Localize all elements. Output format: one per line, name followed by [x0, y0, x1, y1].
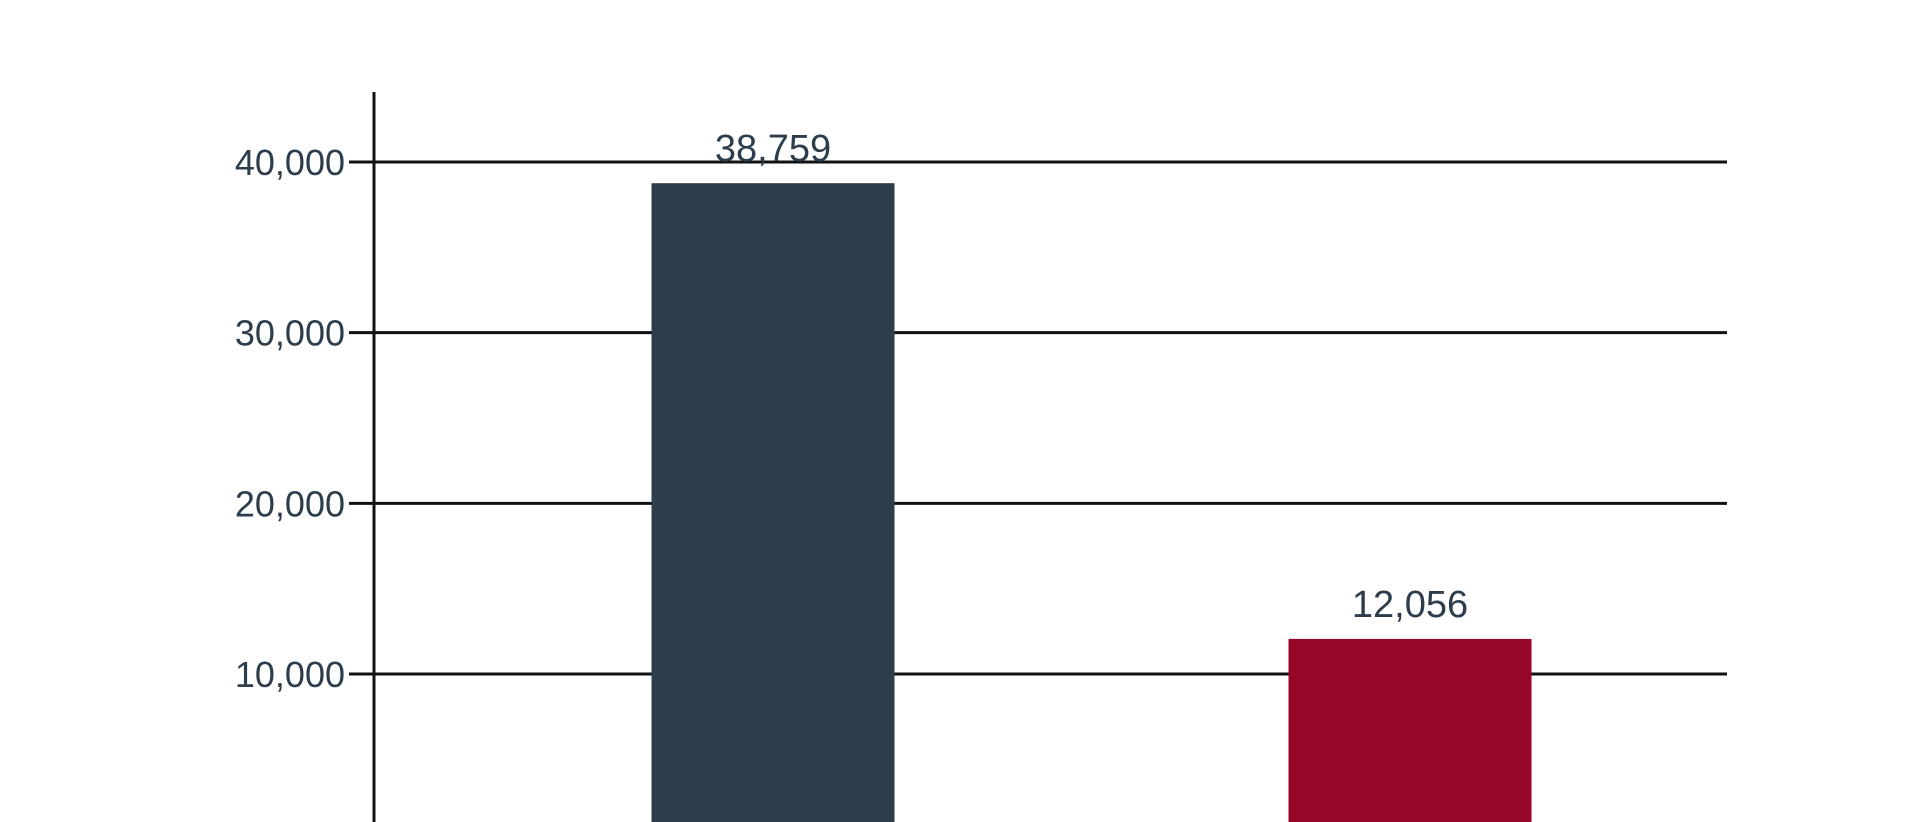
bar — [651, 183, 895, 822]
grid-lines — [374, 160, 1727, 676]
data-labels: 38,759 12,056 — [715, 128, 1468, 626]
y-tick-label: 40,000 — [235, 142, 345, 183]
y-axis: 10,000 20,000 30,000 40,000 — [235, 92, 376, 822]
bar — [1288, 638, 1532, 822]
bar-value-label: 38,759 — [715, 128, 831, 170]
y-tick-label: 30,000 — [235, 313, 345, 354]
y-tick-label: 10,000 — [235, 654, 345, 695]
bars — [651, 183, 1532, 822]
y-tick-label: 20,000 — [235, 483, 345, 524]
bar-value-label: 12,056 — [1352, 584, 1468, 626]
